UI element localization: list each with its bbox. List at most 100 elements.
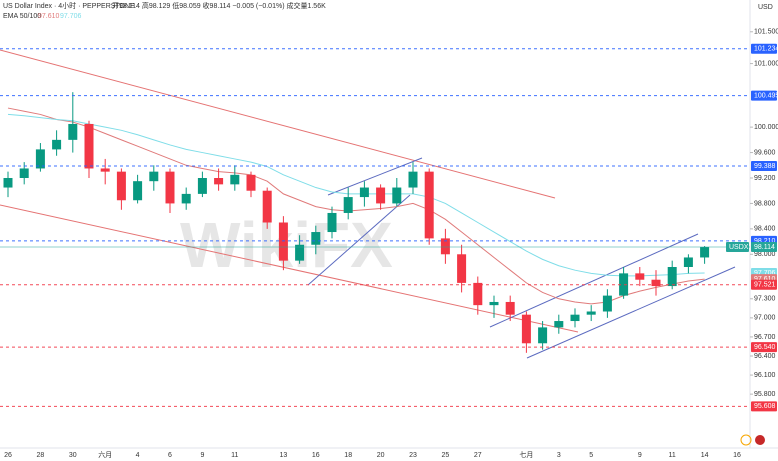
price-tag [751,161,777,172]
candle-body [667,267,677,287]
price-tag-label: 100.495 [754,93,778,100]
candle-body [3,178,13,188]
y-tick-label: 101.000 [754,60,778,67]
candle-body [84,123,94,169]
candle-body [408,171,418,188]
candle-body [262,190,272,223]
y-tick-label: 96.700 [754,334,776,341]
price-tag-label: 97.706 [754,270,776,277]
candle-body [538,327,548,344]
alert-icon[interactable] [740,434,752,446]
x-tick-label: 4 [136,452,140,459]
candle-body [230,174,240,185]
x-tick-label: 26 [4,452,12,459]
candle-body [278,222,288,261]
y-tick-label: 98.000 [754,251,776,258]
candle-body [246,174,256,191]
x-tick-label: 23 [409,452,417,459]
x-tick-label: 9 [200,452,204,459]
candle-body [52,139,62,150]
candle-body [440,238,450,255]
x-tick-label: 16 [733,452,741,459]
candle-body [100,168,110,172]
candle-body [700,247,710,258]
candle-body [683,257,693,267]
candle-body [619,273,629,296]
candle-body [116,171,126,201]
ohlc: 开98.114 高98.129 低98.059 收98.114 −0.005 (… [112,1,326,10]
y-tick-label: 99.200 [754,175,776,182]
x-tick-label: 27 [474,452,482,459]
candle-body [19,168,29,178]
y-tick-label: 99.600 [754,149,776,156]
channel-line [0,49,556,199]
candle-body [133,181,143,201]
candle-body [554,321,564,328]
flag-icon[interactable] [755,435,765,445]
candle-body [68,123,78,140]
x-tick-label: 3 [557,452,561,459]
symbol-tag-label: USDX [729,244,749,251]
y-tick-label: 97.000 [754,315,776,322]
x-tick-label: 5 [589,452,593,459]
indicator-value: 97.706 [60,13,82,20]
price-tag-label: 95.608 [754,403,776,410]
drawings [0,49,736,359]
candle-body [457,254,467,283]
candle-body [651,279,661,287]
x-tick-label: 六月 [98,450,112,459]
candle-body [602,295,612,312]
x-tick-label: 11 [669,452,676,459]
candle-body [586,311,596,315]
x-tick-label: 6 [168,452,172,459]
y-tick-label: 96.100 [754,372,776,379]
price-tag-label: 98.210 [754,238,776,245]
x-tick-label: 14 [701,452,709,459]
candle-body [165,171,175,204]
channel-line [0,204,579,333]
currency: USD [758,4,773,11]
x-tick-label: 11 [231,452,238,459]
indicator: EMA 50/100 [3,13,41,20]
price-tag-label: 96.540 [754,344,776,351]
price-tag-label: 99.388 [754,163,776,170]
candle-body [521,314,531,344]
price-tag-label: 98.114 [754,244,775,251]
y-tick-label: 96.400 [754,353,776,360]
candle-body [295,244,305,261]
candle-body [424,171,434,239]
price-tag [751,279,777,290]
price-tag [751,90,777,101]
ema-line [7,107,705,305]
candle-body [181,193,191,204]
symbol-tag [726,242,749,253]
price-tag-label: 97.610 [754,276,776,283]
price-tag [751,401,777,412]
trend-line [307,194,411,286]
candle-body [505,301,515,315]
candle-body [359,187,369,198]
trend-line [489,233,699,328]
x-tick-label: 13 [280,452,288,459]
price-tag-label: 101.234 [754,46,778,53]
candle-body [327,212,337,233]
candle-body [311,232,321,245]
x-tick-label: 七月 [519,450,533,459]
y-tick-label: 98.800 [754,200,776,207]
y-tick-label: 95.800 [754,391,776,398]
candle-body [149,171,159,182]
candle-body [570,314,580,322]
price-tag [751,43,777,54]
price-tag [751,242,777,253]
candle-body [635,273,645,280]
x-tick-label: 28 [37,452,45,459]
y-tick-label: 100.000 [754,124,778,131]
x-tick-label: 25 [442,452,450,459]
candle-body [489,301,499,306]
x-tick-label: 16 [312,452,320,459]
indicator-value: 97.610 [38,13,60,20]
x-tick-label: 9 [638,452,642,459]
candle-body [343,197,353,213]
